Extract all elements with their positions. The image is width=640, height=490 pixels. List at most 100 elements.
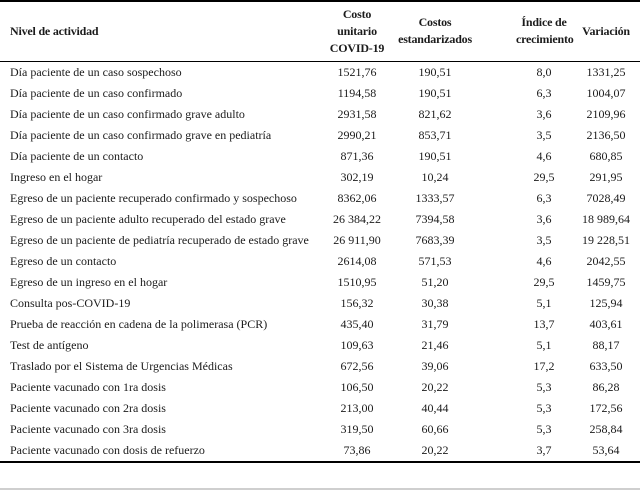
- value-cell: 1510,95: [337, 274, 377, 289]
- table-row: Egreso de un paciente adulto recuperado …: [0, 209, 640, 230]
- value-cell: 6,3: [536, 190, 552, 205]
- table-row: Paciente vacunado con 1ra dosis 106,50 20,…: [0, 377, 640, 398]
- value-cell: 435,40: [340, 316, 374, 331]
- value-cell: 31,79: [421, 316, 449, 331]
- value-cell: 86,28: [592, 379, 620, 394]
- value-cell: 821,62: [418, 106, 452, 121]
- value-cell: 8,0: [536, 64, 552, 79]
- header-nivel-de-actividad: Nivel de actividad: [10, 23, 99, 38]
- value-cell: 302,19: [340, 169, 374, 184]
- value-cell: 2990,21: [337, 127, 377, 142]
- value-cell: 258,84: [589, 421, 623, 436]
- value-cell: 190,51: [418, 85, 452, 100]
- value-cell: 29,5: [533, 274, 555, 289]
- header-variacion: Variación: [582, 23, 630, 38]
- row-label-cell: Egreso de un contacto: [10, 253, 117, 268]
- row-label-cell: Día paciente de un caso confirmado grave…: [10, 106, 245, 121]
- value-cell: 5,1: [536, 295, 552, 310]
- value-cell: 3,7: [536, 442, 552, 457]
- value-cell: 20,22: [421, 442, 449, 457]
- value-cell: 5,3: [536, 379, 552, 394]
- table-row: Egreso de un paciente recuperado confirm…: [0, 188, 640, 209]
- row-label-cell: Día paciente de un caso confirmado: [10, 85, 183, 100]
- value-cell: 30,38: [421, 295, 449, 310]
- value-cell: 4,6: [536, 253, 552, 268]
- value-cell: 13,7: [533, 316, 555, 331]
- value-cell: 106,50: [340, 379, 374, 394]
- value-cell: 172,56: [589, 400, 623, 415]
- value-cell: 2136,50: [586, 127, 626, 142]
- row-label-cell: Test de antígeno: [10, 337, 89, 352]
- value-cell: 26 911,90: [333, 232, 381, 247]
- value-cell: 7394,58: [415, 211, 455, 226]
- row-label-cell: Egreso de un paciente de pediatría recup…: [10, 232, 309, 247]
- value-cell: 853,71: [418, 127, 452, 142]
- value-cell: 633,50: [589, 358, 623, 373]
- value-cell: 403,61: [589, 316, 623, 331]
- value-cell: 1333,57: [415, 190, 455, 205]
- value-cell: 3,5: [536, 232, 552, 247]
- value-cell: 1004,07: [586, 85, 626, 100]
- covid-cost-table: Nivel de actividad Costo unitario COVID-…: [0, 0, 640, 463]
- value-cell: 3,5: [536, 127, 552, 142]
- value-cell: 5,1: [536, 337, 552, 352]
- row-label-cell: Prueba de reacción en cadena de la polim…: [10, 316, 268, 331]
- value-cell: 17,2: [533, 358, 555, 373]
- table-row: Paciente vacunado con dosis de refuerzo 7…: [0, 440, 640, 462]
- value-cell: 5,3: [536, 421, 552, 436]
- value-cell: 3,6: [536, 106, 552, 121]
- value-cell: 10,24: [421, 169, 449, 184]
- header-costos-estandarizados: Costos estandarizados: [398, 15, 472, 47]
- row-label-cell: Paciente vacunado con dosis de refuerzo: [10, 442, 205, 457]
- table-body: Día paciente de un caso sospechoso 1521,7…: [0, 61, 640, 462]
- value-cell: 4,6: [536, 148, 552, 163]
- value-cell: 20,22: [421, 379, 449, 394]
- value-cell: 1521,76: [337, 64, 377, 79]
- row-label-cell: Día paciente de un caso confirmado grave…: [10, 127, 272, 142]
- value-cell: 26 384,22: [333, 211, 381, 226]
- table-header-row: Nivel de actividad Costo unitario COVID-…: [0, 1, 640, 61]
- value-cell: 60,66: [421, 421, 449, 436]
- header-costo-unitario-covid19: Costo unitario COVID-19: [329, 6, 385, 55]
- table-row: Día paciente de un caso confirmado 1194,5…: [0, 83, 640, 104]
- value-cell: 2931,58: [337, 106, 377, 121]
- row-label-cell: Paciente vacunado con 3ra dosis: [10, 421, 166, 436]
- row-label-cell: Paciente vacunado con 1ra dosis: [10, 379, 166, 394]
- table-row: Egreso de un paciente de pediatría recup…: [0, 230, 640, 251]
- value-cell: 39,06: [421, 358, 449, 373]
- row-label-cell: Egreso de un ingreso en el hogar: [10, 274, 168, 289]
- value-cell: 73,86: [343, 442, 371, 457]
- value-cell: 88,17: [592, 337, 620, 352]
- row-label-cell: Traslado por el Sistema de Urgencias Méd…: [10, 358, 233, 373]
- value-cell: 571,53: [418, 253, 452, 268]
- value-cell: 7683,39: [415, 232, 455, 247]
- header-indice-de-crecimiento: Índice de crecimiento: [516, 15, 574, 47]
- value-cell: 1459,75: [586, 274, 626, 289]
- table-row: Día paciente de un contacto 871,36 190,51 4…: [0, 146, 640, 167]
- table-row: Egreso de un ingreso en el hogar 1510,95 5…: [0, 272, 640, 293]
- table-row: Prueba de reacción en cadena de la polim…: [0, 314, 640, 335]
- table-row: Traslado por el Sistema de Urgencias Méd…: [0, 356, 640, 377]
- value-cell: 8362,06: [337, 190, 377, 205]
- value-cell: 7028,49: [586, 190, 626, 205]
- table-row: Paciente vacunado con 3ra dosis 319,50 60,…: [0, 419, 640, 440]
- row-label-cell: Día paciente de un caso sospechoso: [10, 64, 182, 79]
- value-cell: 680,85: [589, 148, 623, 163]
- value-cell: 125,94: [589, 295, 623, 310]
- table-row: Día paciente de un caso confirmado grave…: [0, 125, 640, 146]
- value-cell: 40,44: [421, 400, 449, 415]
- table-row: Test de antígeno 109,63 21,46 5,1 88,17: [0, 335, 640, 356]
- value-cell: 190,51: [418, 148, 452, 163]
- value-cell: 190,51: [418, 64, 452, 79]
- value-cell: 53,64: [592, 442, 620, 457]
- row-label-cell: Día paciente de un contacto: [10, 148, 144, 163]
- table-row: Consulta pos-COVID-19 156,32 30,38 5,1 125,9…: [0, 293, 640, 314]
- row-label-cell: Consulta pos-COVID-19: [10, 295, 131, 310]
- value-cell: 3,6: [536, 211, 552, 226]
- value-cell: 18 989,64: [582, 211, 630, 226]
- row-label-cell: Egreso de un paciente recuperado confirm…: [10, 190, 297, 205]
- value-cell: 5,3: [536, 400, 552, 415]
- table-row: Día paciente de un caso confirmado grave…: [0, 104, 640, 125]
- row-label-cell: Ingreso en el hogar: [10, 169, 103, 184]
- value-cell: 2614,08: [337, 253, 377, 268]
